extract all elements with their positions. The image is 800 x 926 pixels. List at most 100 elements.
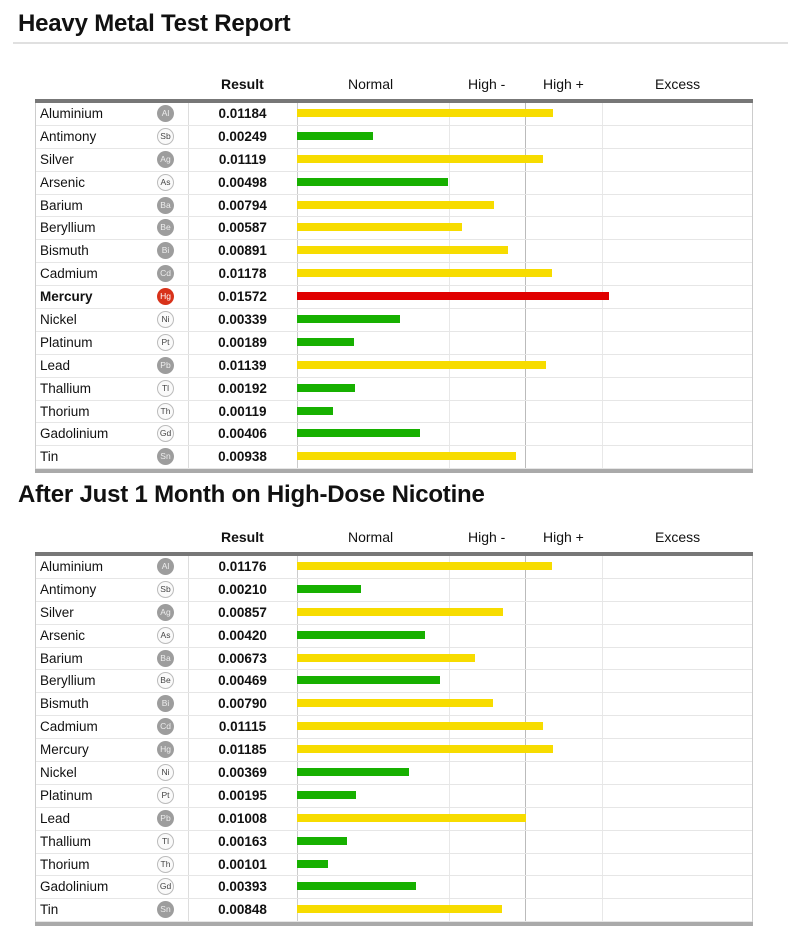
grid-line <box>188 556 189 923</box>
result-bar <box>297 653 476 662</box>
result-value: 0.00393 <box>218 879 267 895</box>
table-header: Result Normal High - High + Excess <box>35 526 753 552</box>
element-symbol-badge: As <box>157 173 174 191</box>
element-symbol-badge: Sb <box>157 127 174 145</box>
table-body: Aluminium Al 0.01184 Antimony Sb 0.00249 S… <box>35 103 753 470</box>
table-row: Bismuth Bi 0.00790 <box>36 693 752 717</box>
table-row: Thallium Tl 0.00163 <box>36 831 752 854</box>
table-row: Lead Pb 0.01139 <box>36 355 752 378</box>
result-bar <box>297 905 502 914</box>
element-symbol-badge: Gd <box>157 425 174 443</box>
metal-name: Mercury <box>40 289 93 305</box>
grid-line <box>449 103 450 470</box>
table-row: Arsenic As 0.00498 <box>36 172 752 195</box>
high-minus-band-header: High - <box>468 529 506 545</box>
result-bar <box>297 131 373 140</box>
result-bar <box>297 315 401 324</box>
table-row: Bismuth Bi 0.00891 <box>36 240 752 264</box>
metal-name: Thallium <box>40 833 92 849</box>
result-value: 0.01185 <box>218 742 267 758</box>
result-bar <box>297 630 425 639</box>
table-row: Platinum Pt 0.00195 <box>36 785 752 808</box>
table-row: Silver Ag 0.00857 <box>36 602 752 625</box>
result-bar <box>297 383 356 392</box>
metal-name: Aluminium <box>40 106 104 121</box>
result-value: 0.00587 <box>218 220 267 236</box>
element-symbol-badge: Ni <box>157 311 174 329</box>
metal-name: Lead <box>40 810 71 826</box>
result-value: 0.00469 <box>218 673 267 689</box>
table-row: Gadolinium Gd 0.00406 <box>36 423 752 447</box>
metal-name: Thorium <box>40 403 90 419</box>
element-symbol-badge: Gd <box>157 878 174 896</box>
table-row: Mercury Hg 0.01572 <box>36 286 752 310</box>
table-row: Arsenic As 0.00420 <box>36 625 752 648</box>
result-value: 0.00420 <box>218 627 267 643</box>
result-bar <box>297 790 357 799</box>
header-rule <box>35 99 753 103</box>
element-symbol-badge: Pt <box>157 786 174 804</box>
result-bar <box>297 745 554 754</box>
result-value: 0.00406 <box>218 426 267 442</box>
result-value: 0.00189 <box>218 334 267 350</box>
result-bar <box>297 676 440 685</box>
result-value: 0.00210 <box>218 581 267 597</box>
grid-line <box>525 103 526 470</box>
table-row: Cadmium Cd 0.01178 <box>36 263 752 287</box>
result-bar <box>297 859 328 868</box>
element-symbol-badge: Bi <box>157 695 174 713</box>
test-results-table-after: Result Normal High - High + Excess Alumi… <box>35 526 753 926</box>
metal-name: Gadolinium <box>40 426 109 442</box>
result-value: 0.00192 <box>218 380 267 396</box>
metal-name: Nickel <box>40 312 77 328</box>
table-row: Aluminium Al 0.01184 <box>36 103 752 126</box>
high-plus-band-header: High + <box>543 529 584 545</box>
metal-name: Nickel <box>40 765 77 781</box>
test-results-table-before: Result Normal High - High + Excess Alumi… <box>35 73 753 474</box>
table-header: Result Normal High - High + Excess <box>35 73 753 99</box>
result-value: 0.00857 <box>218 604 267 620</box>
result-bar <box>297 406 334 415</box>
result-value: 0.00673 <box>218 650 267 666</box>
element-symbol-badge: Th <box>157 855 174 873</box>
metal-name: Aluminium <box>40 559 104 574</box>
metal-name: Lead <box>40 357 71 373</box>
grid-line <box>525 556 526 923</box>
table-bottom-rule <box>35 922 753 926</box>
element-symbol-badge: Pb <box>157 809 174 827</box>
result-value: 0.00119 <box>218 403 267 419</box>
table-row: Thorium Th 0.00101 <box>36 854 752 877</box>
metal-name: Silver <box>40 151 74 167</box>
element-symbol-badge: Al <box>157 105 174 122</box>
grid-line <box>602 103 603 470</box>
result-bar <box>297 154 544 163</box>
result-bar <box>297 177 449 186</box>
table-row: Lead Pb 0.01008 <box>36 808 752 831</box>
table-row: Beryllium Be 0.00469 <box>36 670 752 694</box>
element-symbol-badge: Th <box>157 402 174 420</box>
metal-name: Arsenic <box>40 174 86 190</box>
table-row: Thorium Th 0.00119 <box>36 401 752 424</box>
table-row: Beryllium Be 0.00587 <box>36 217 752 241</box>
result-column-header: Result <box>221 76 264 92</box>
result-value: 0.01178 <box>218 266 267 282</box>
result-value: 0.00249 <box>218 128 267 144</box>
table-row: Tin Sn 0.00848 <box>36 899 752 923</box>
result-value: 0.00790 <box>218 696 267 712</box>
result-value: 0.00195 <box>218 787 267 803</box>
result-bar <box>297 269 553 278</box>
grid-line <box>297 556 298 923</box>
metal-name: Tin <box>40 449 59 465</box>
element-symbol-badge: Sb <box>157 580 174 598</box>
table-row: Barium Ba 0.00794 <box>36 195 752 218</box>
element-symbol-badge: Tl <box>157 379 174 397</box>
table-row: Antimony Sb 0.00210 <box>36 579 752 602</box>
result-bar <box>297 337 355 346</box>
result-value: 0.00794 <box>218 197 267 213</box>
table-row: Thallium Tl 0.00192 <box>36 378 752 401</box>
element-symbol-badge: Hg <box>157 741 174 759</box>
metal-name: Platinum <box>40 787 93 803</box>
element-symbol-badge: Ni <box>157 764 174 782</box>
metal-name: Antimony <box>40 128 97 144</box>
result-bar <box>297 722 543 731</box>
